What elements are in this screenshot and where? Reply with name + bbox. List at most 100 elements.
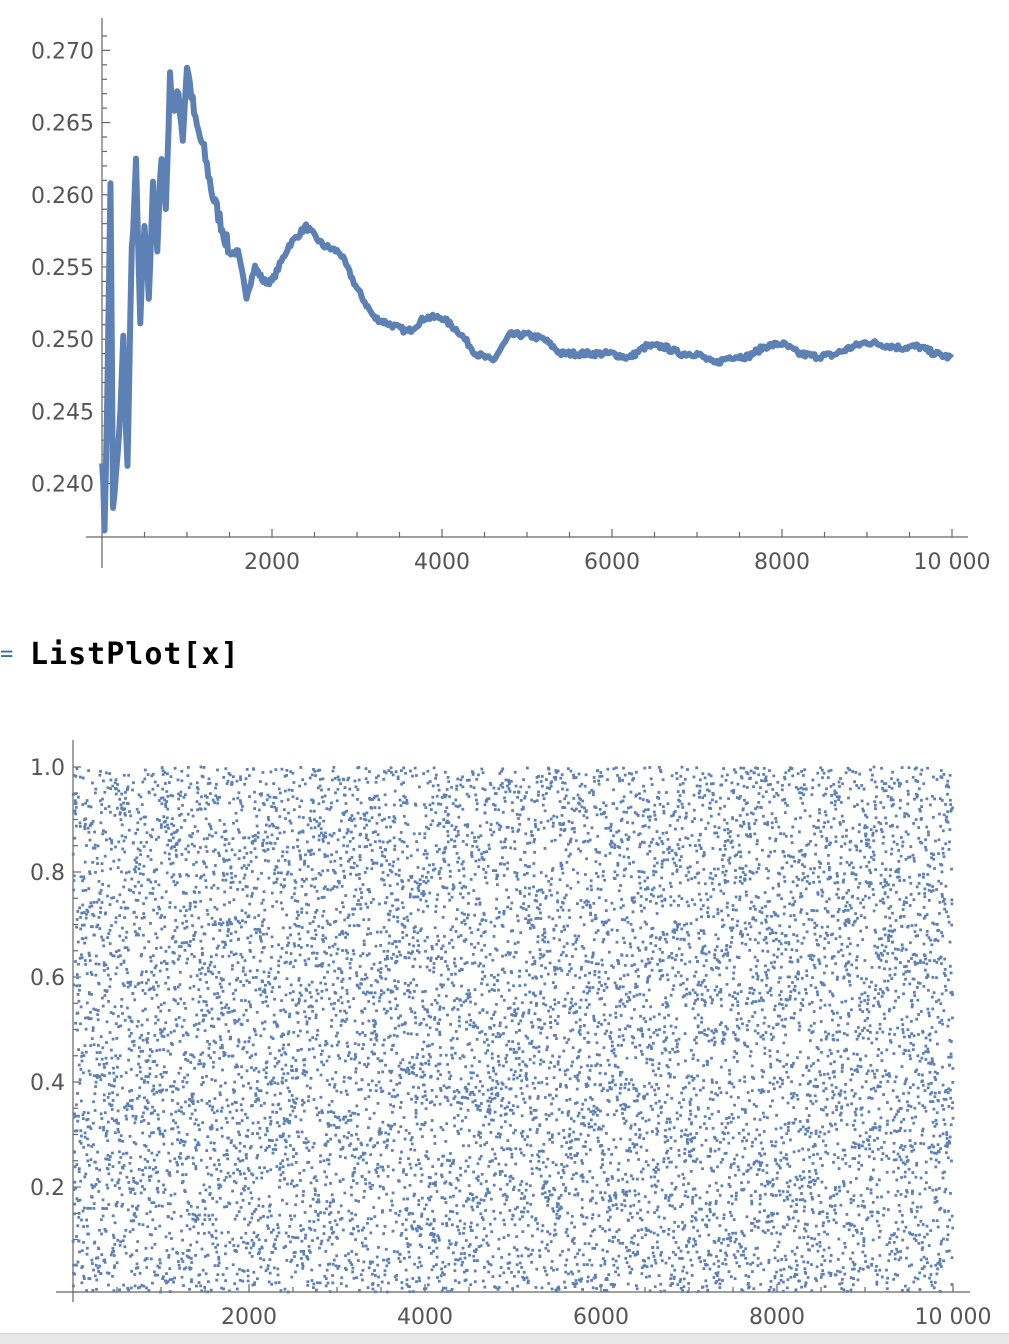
data-point [91,1262,94,1265]
data-point [104,831,107,834]
data-point [454,1263,457,1266]
data-point [368,1020,371,1023]
data-point [251,1255,254,1258]
data-point [354,1053,357,1056]
data-point [217,1264,220,1267]
data-point [444,810,447,813]
data-point [114,1131,117,1134]
data-point [373,1043,376,1046]
data-point [72,1285,75,1288]
data-point [345,949,348,952]
data-point [492,1070,495,1073]
data-point [471,1065,474,1068]
data-point [331,779,334,782]
data-point [429,959,432,962]
data-point [249,1087,252,1090]
data-point [141,781,144,784]
data-point [176,843,179,846]
data-point [134,1121,137,1124]
data-point [390,766,393,769]
data-point [269,1168,272,1171]
data-point [253,1231,256,1234]
data-point [408,996,411,999]
data-point [468,1184,471,1187]
data-point [444,860,447,863]
data-point [307,958,310,961]
data-point [276,1121,279,1124]
data-point [155,1049,158,1052]
data-point [182,1112,185,1115]
data-point [293,781,296,784]
data-point [335,936,338,939]
data-point [271,1139,274,1142]
data-point [459,892,462,895]
data-point [341,1019,344,1022]
data-point [253,807,256,810]
data-point [296,917,299,920]
data-point [355,888,358,891]
data-point [316,909,319,912]
data-point [100,1253,103,1256]
data-point [375,781,378,784]
data-point [112,1012,115,1015]
data-point [184,848,187,851]
data-point [190,975,193,978]
data-point [369,932,372,935]
data-point [322,840,325,843]
data-point [73,879,76,882]
data-point [271,834,274,837]
data-point [196,974,199,977]
data-point [335,851,338,854]
data-point [436,1077,439,1080]
data-point [335,920,338,923]
data-point [378,813,381,816]
data-point [211,1109,214,1112]
data-point [179,971,182,974]
data-point [444,771,447,774]
data-point [102,780,105,783]
data-point [314,877,317,880]
data-point [118,1187,121,1190]
data-point [491,1148,494,1151]
data-point [253,791,256,794]
data-point [437,939,440,942]
data-point [354,1238,357,1241]
data-point [422,1005,425,1008]
data-point [286,937,289,940]
data-point [312,1198,315,1201]
data-point [357,1088,360,1091]
data-point [158,1266,161,1269]
data-point [184,949,187,952]
data-point [456,1212,459,1215]
data-point [399,1157,402,1160]
data-point [317,1214,320,1217]
data-point [109,903,112,906]
data-point [121,1012,124,1015]
data-point [499,1024,502,1027]
data-point [158,1204,161,1207]
data-point [276,1165,279,1168]
data-point [87,1233,90,1236]
data-point [181,1025,184,1028]
data-point [266,836,269,839]
data-point [449,1196,452,1199]
data-point [225,838,228,841]
data-point [126,1007,129,1010]
data-point [457,1132,460,1135]
data-point [435,905,438,908]
data-point [229,886,232,889]
data-point [209,898,212,901]
data-point [309,1087,312,1090]
data-point [286,1118,289,1121]
data-point [180,945,183,948]
data-point [320,1061,323,1064]
data-point [193,955,196,958]
data-point [441,796,444,799]
data-point [156,1187,159,1190]
data-point [86,799,89,802]
data-point [479,1109,482,1112]
data-point [114,921,117,924]
data-point [258,1198,261,1201]
data-point [227,1007,230,1010]
data-point [344,1254,347,1257]
